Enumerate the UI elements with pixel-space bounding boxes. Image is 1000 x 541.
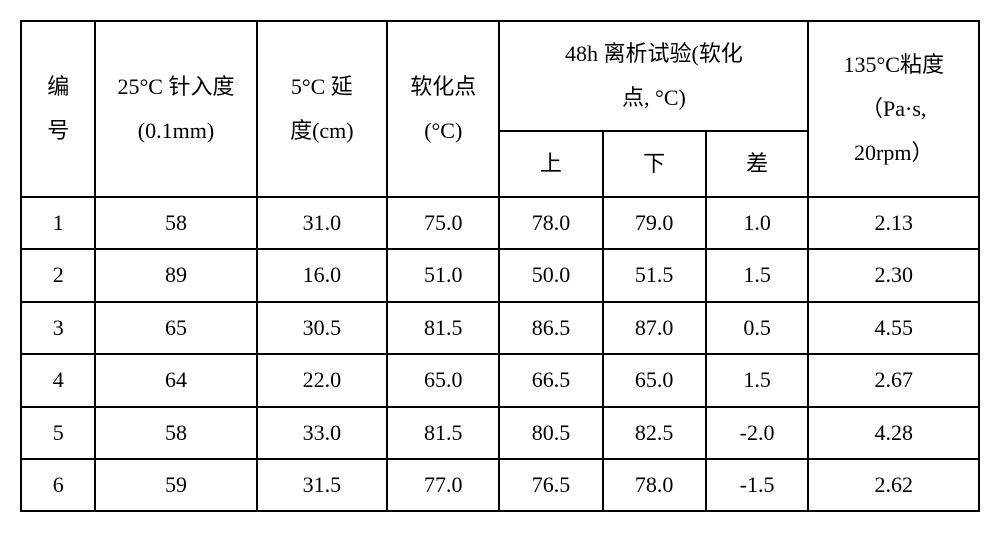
- cell-pen: 58: [95, 407, 256, 459]
- table-row: 5 58 33.0 81.5 80.5 82.5 -2.0 4.28: [21, 407, 979, 459]
- cell-duct: 30.5: [257, 302, 388, 354]
- cell-up: 86.5: [499, 302, 602, 354]
- cell-pen: 64: [95, 354, 256, 406]
- cell-visc: 2.62: [808, 459, 979, 511]
- cell-duct: 33.0: [257, 407, 388, 459]
- cell-diff: 1.5: [706, 354, 809, 406]
- cell-down: 79.0: [603, 197, 706, 249]
- table-row: 2 89 16.0 51.0 50.0 51.5 1.5 2.30: [21, 249, 979, 301]
- cell-down: 78.0: [603, 459, 706, 511]
- header-ductility: 5°C 延度(cm): [257, 21, 388, 197]
- cell-id: 3: [21, 302, 95, 354]
- cell-down: 65.0: [603, 354, 706, 406]
- table-row: 6 59 31.5 77.0 76.5 78.0 -1.5 2.62: [21, 459, 979, 511]
- cell-soft: 75.0: [387, 197, 499, 249]
- cell-id: 2: [21, 249, 95, 301]
- cell-soft: 51.0: [387, 249, 499, 301]
- header-segregation-group: 48h 离析试验(软化点, °C): [499, 21, 808, 131]
- cell-soft: 65.0: [387, 354, 499, 406]
- cell-diff: 1.0: [706, 197, 809, 249]
- cell-down: 82.5: [603, 407, 706, 459]
- cell-duct: 31.0: [257, 197, 388, 249]
- header-seg-diff: 差: [706, 131, 809, 197]
- cell-up: 80.5: [499, 407, 602, 459]
- table-header: 编号 25°C 针入度(0.1mm) 5°C 延度(cm) 软化点(°C) 48…: [21, 21, 979, 197]
- table-row: 4 64 22.0 65.0 66.5 65.0 1.5 2.67: [21, 354, 979, 406]
- cell-visc: 4.28: [808, 407, 979, 459]
- table-body: 1 58 31.0 75.0 78.0 79.0 1.0 2.13 2 89 1…: [21, 197, 979, 511]
- table-row: 1 58 31.0 75.0 78.0 79.0 1.0 2.13: [21, 197, 979, 249]
- cell-visc: 4.55: [808, 302, 979, 354]
- header-id: 编号: [21, 21, 95, 197]
- header-penetration: 25°C 针入度(0.1mm): [95, 21, 256, 197]
- cell-down: 87.0: [603, 302, 706, 354]
- cell-soft: 77.0: [387, 459, 499, 511]
- cell-visc: 2.13: [808, 197, 979, 249]
- cell-duct: 22.0: [257, 354, 388, 406]
- cell-diff: -2.0: [706, 407, 809, 459]
- cell-duct: 31.5: [257, 459, 388, 511]
- cell-down: 51.5: [603, 249, 706, 301]
- cell-pen: 89: [95, 249, 256, 301]
- cell-visc: 2.30: [808, 249, 979, 301]
- cell-visc: 2.67: [808, 354, 979, 406]
- cell-id: 1: [21, 197, 95, 249]
- cell-diff: 1.5: [706, 249, 809, 301]
- asphalt-properties-table: 编号 25°C 针入度(0.1mm) 5°C 延度(cm) 软化点(°C) 48…: [20, 20, 980, 512]
- cell-diff: 0.5: [706, 302, 809, 354]
- cell-up: 76.5: [499, 459, 602, 511]
- cell-id: 6: [21, 459, 95, 511]
- header-softening: 软化点(°C): [387, 21, 499, 197]
- cell-diff: -1.5: [706, 459, 809, 511]
- cell-up: 66.5: [499, 354, 602, 406]
- cell-id: 5: [21, 407, 95, 459]
- header-seg-down: 下: [603, 131, 706, 197]
- header-viscosity: 135°C粘度（Pa·s,20rpm）: [808, 21, 979, 197]
- cell-pen: 58: [95, 197, 256, 249]
- data-table-container: 编号 25°C 针入度(0.1mm) 5°C 延度(cm) 软化点(°C) 48…: [20, 20, 980, 512]
- cell-id: 4: [21, 354, 95, 406]
- cell-pen: 65: [95, 302, 256, 354]
- table-row: 3 65 30.5 81.5 86.5 87.0 0.5 4.55: [21, 302, 979, 354]
- cell-pen: 59: [95, 459, 256, 511]
- cell-up: 50.0: [499, 249, 602, 301]
- header-seg-up: 上: [499, 131, 602, 197]
- cell-up: 78.0: [499, 197, 602, 249]
- header-row-1: 编号 25°C 针入度(0.1mm) 5°C 延度(cm) 软化点(°C) 48…: [21, 21, 979, 131]
- cell-soft: 81.5: [387, 407, 499, 459]
- cell-duct: 16.0: [257, 249, 388, 301]
- cell-soft: 81.5: [387, 302, 499, 354]
